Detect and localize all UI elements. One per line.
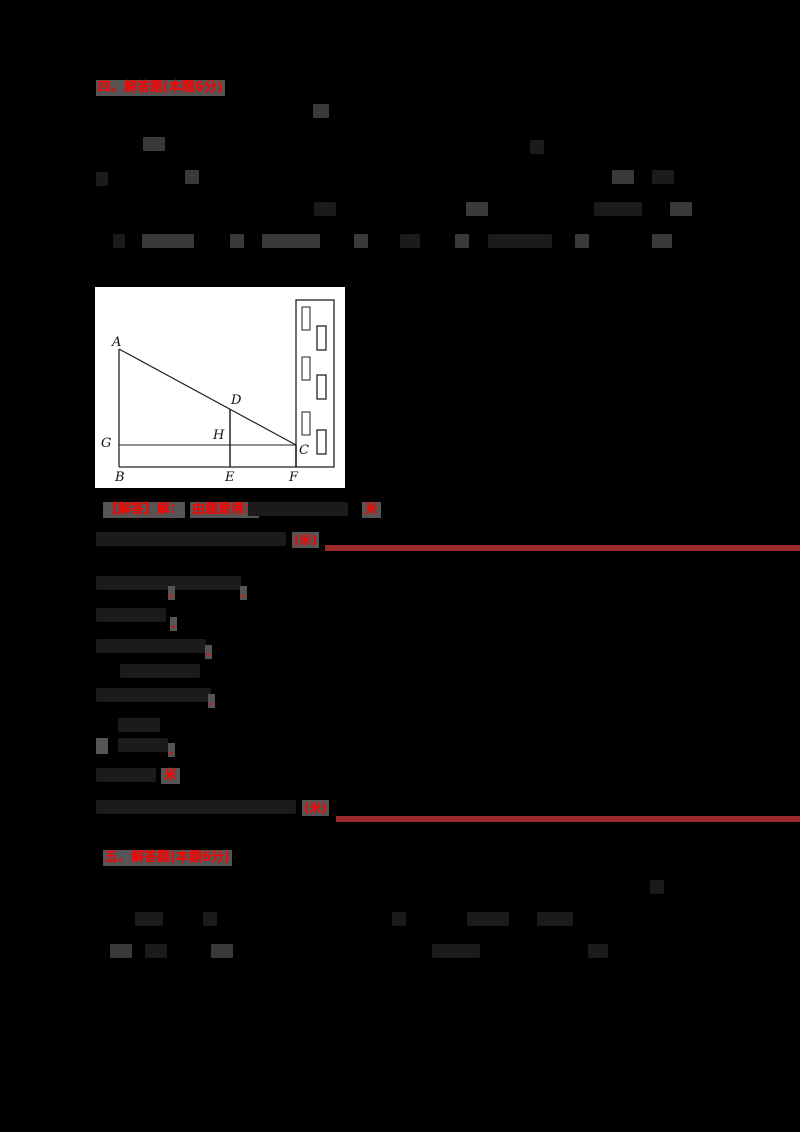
- step-marker: .: [168, 743, 175, 757]
- solution-fraction-denominator: [96, 688, 211, 702]
- solution-step: [96, 639, 206, 653]
- solution-intro: 由题意得：: [190, 502, 260, 518]
- problem-fragment: [314, 202, 336, 216]
- point-label-d: D: [230, 393, 242, 408]
- answer-underline: [336, 816, 800, 822]
- problem-fragment: [230, 234, 244, 248]
- point-label-h: H: [212, 428, 225, 443]
- problem-fragment: [392, 912, 406, 926]
- problem-fragment: [135, 912, 163, 926]
- step-marker: .: [208, 694, 215, 708]
- problem-fragment: [530, 140, 544, 154]
- problem-fragment: [313, 104, 329, 118]
- solution-label: 【解答】解：: [103, 502, 186, 518]
- problem-fragment: [488, 234, 552, 248]
- problem-fragment: [400, 234, 420, 248]
- similar-triangles-diagram: A B C D E F G H: [101, 299, 335, 485]
- problem-fragment: [575, 234, 589, 248]
- answer-unit-marker: 米: [362, 502, 382, 518]
- problem-fragment: [455, 234, 469, 248]
- unit-highlight: (米): [302, 800, 329, 816]
- next-section-heading: 五、解答题(本题6分): [103, 850, 232, 866]
- problem-fragment: [211, 944, 233, 958]
- problem-fragment: [113, 234, 125, 248]
- problem-fragment: [652, 234, 672, 248]
- step-marker: .: [168, 586, 175, 600]
- problem-fragment: [432, 944, 480, 958]
- therefore-marker: [96, 738, 108, 754]
- solution-step: [96, 768, 156, 782]
- problem-fragment: [652, 170, 674, 184]
- problem-fragment: [537, 912, 573, 926]
- problem-fragment: [467, 912, 509, 926]
- problem-fragment: [143, 137, 165, 151]
- problem-fragment: [185, 170, 199, 184]
- problem-fragment: [110, 944, 132, 958]
- solution-step: [96, 532, 286, 546]
- unit-highlight: (米): [292, 532, 319, 548]
- problem-fragment: [588, 944, 608, 958]
- problem-fragment: [594, 202, 642, 216]
- section-heading: 四、解答题(本题6分): [96, 80, 225, 96]
- geometry-figure: A B C D E F G H: [95, 287, 345, 488]
- solution-step: [96, 608, 166, 622]
- solution-fragment: [248, 502, 348, 516]
- solution-step: [118, 738, 168, 752]
- answer-underline: [325, 545, 800, 551]
- problem-fragment: [96, 172, 108, 186]
- problem-fragment: [670, 202, 692, 216]
- point-label-g: G: [101, 436, 111, 451]
- point-label-c: C: [299, 443, 309, 458]
- point-label-a: A: [111, 335, 121, 350]
- point-label-f: F: [288, 470, 299, 485]
- problem-fragment: [354, 234, 368, 248]
- problem-fragment: [466, 202, 488, 216]
- answer-statement: [96, 800, 296, 814]
- solution-step: [96, 576, 241, 590]
- problem-fragment: [142, 234, 194, 248]
- result-unit: 米: [161, 768, 181, 784]
- step-marker: .: [205, 645, 212, 659]
- problem-fragment: [203, 912, 217, 926]
- step-marker: .: [170, 617, 177, 631]
- problem-fragment: [262, 234, 320, 248]
- step-marker: .: [240, 586, 247, 600]
- solution-step: [118, 718, 160, 732]
- point-label-b: B: [114, 470, 125, 485]
- problem-fragment: [612, 170, 634, 184]
- solution-fraction-numerator: [120, 664, 200, 678]
- problem-fragment: [650, 880, 664, 894]
- problem-fragment: [145, 944, 167, 958]
- point-label-e: E: [224, 470, 235, 485]
